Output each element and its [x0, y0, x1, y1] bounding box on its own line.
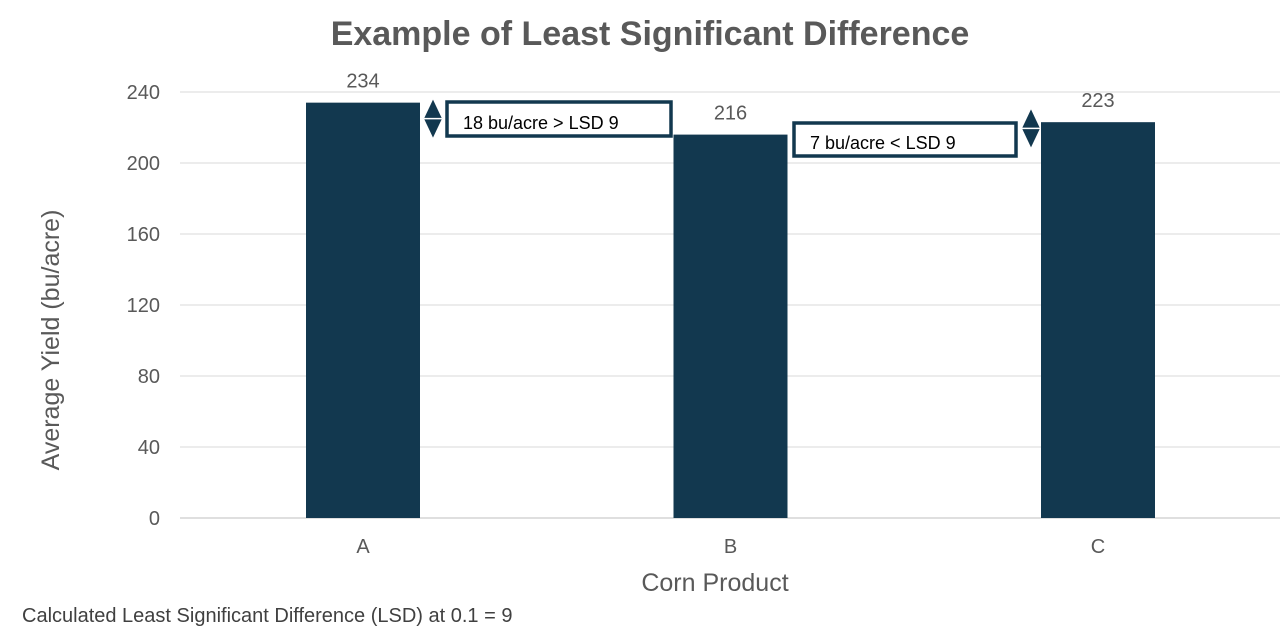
y-axis-ticks: 0 40 80 120 160 200 240 — [127, 82, 160, 530]
x-tick-label: C — [1091, 536, 1105, 558]
y-axis-label: Average Yield (bu/acre) — [37, 210, 65, 471]
x-tick-label: B — [724, 536, 737, 558]
chart-title: Example of Least Significant Difference — [331, 15, 970, 53]
annotation-label: 18 bu/acre > LSD 9 — [463, 113, 619, 133]
y-tick-label: 240 — [127, 82, 160, 104]
y-tick-label: 120 — [127, 295, 160, 317]
annotation-box — [445, 100, 673, 138]
annotations: 18 bu/acre > LSD 9 7 bu/acre < LSD 9 — [424, 99, 1040, 158]
bar — [1041, 122, 1155, 519]
x-axis-ticks: A B C — [356, 536, 1105, 558]
data-label: 234 — [346, 71, 379, 93]
data-label: 223 — [1081, 90, 1114, 112]
y-tick-label: 80 — [138, 366, 160, 388]
x-axis-label: Corn Product — [641, 569, 788, 597]
y-tick-label: 0 — [149, 508, 160, 530]
annotation-box — [792, 121, 1018, 158]
bar — [673, 134, 788, 518]
x-tick-label: A — [356, 536, 370, 558]
y-tick-label: 40 — [138, 437, 160, 459]
data-labels: 234 216 223 — [346, 71, 1114, 125]
footnote: Calculated Least Significant Difference … — [22, 605, 512, 627]
y-tick-label: 200 — [127, 153, 160, 175]
bars — [306, 102, 1155, 519]
bar — [306, 102, 420, 519]
data-label: 216 — [714, 103, 747, 125]
annotation-label: 7 bu/acre < LSD 9 — [810, 133, 956, 153]
y-tick-label: 160 — [127, 224, 160, 246]
